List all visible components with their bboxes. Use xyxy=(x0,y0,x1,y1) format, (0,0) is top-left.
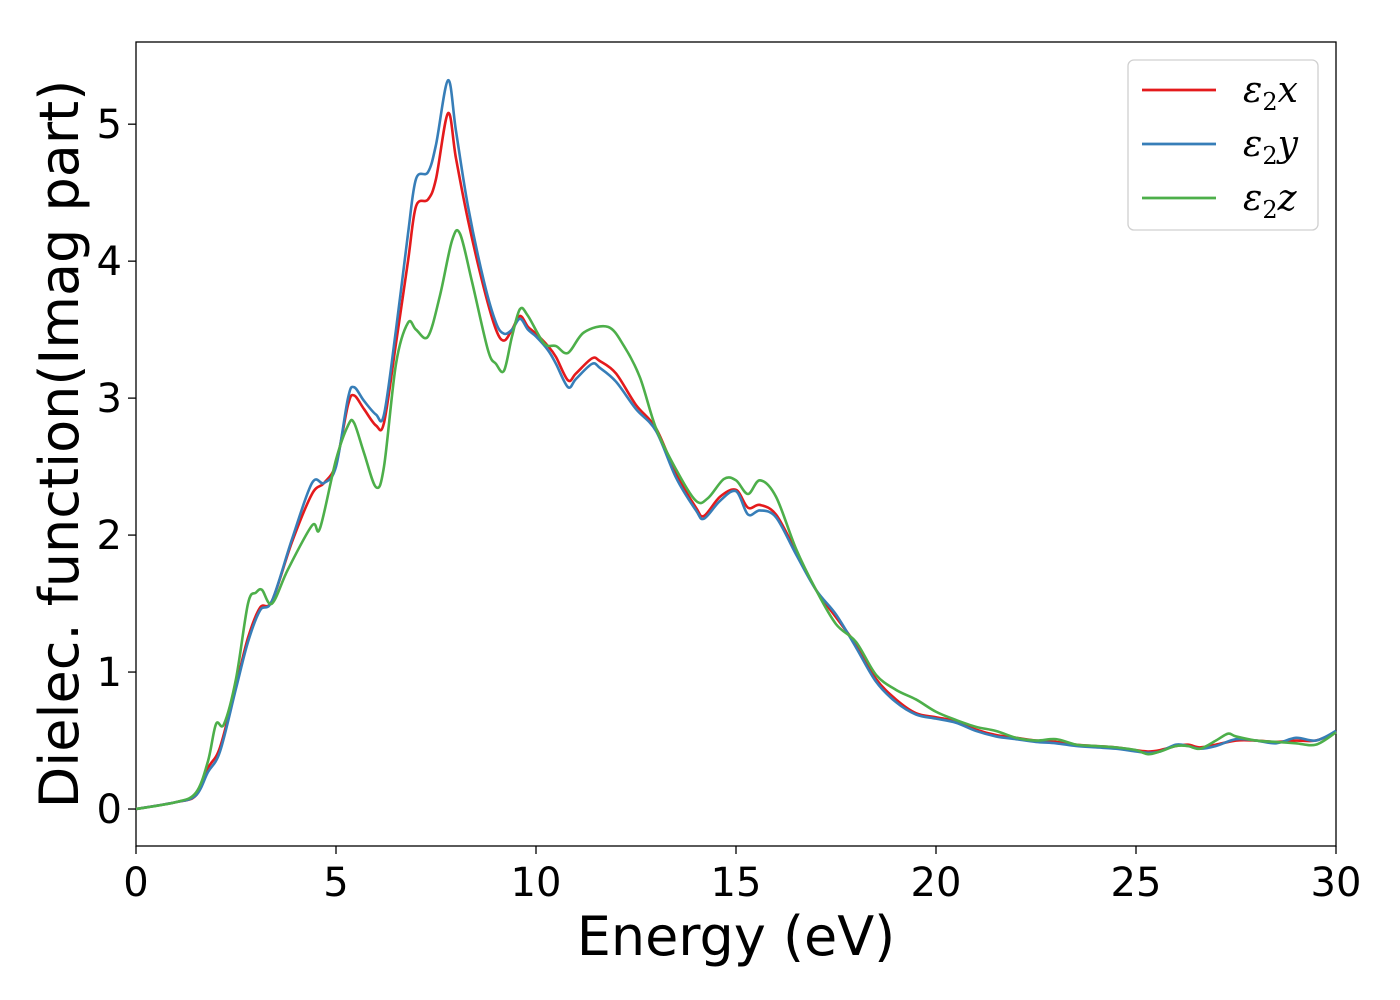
legend-box xyxy=(1127,59,1319,231)
x-tick-label: 25 xyxy=(1111,860,1162,906)
x-axis-label: Energy (eV) xyxy=(577,905,896,968)
legend: ε2x ε2y ε2z xyxy=(1127,59,1319,231)
y-tick-label: 4 xyxy=(97,239,122,285)
y-axis-ticks: 0 1 2 3 4 5 xyxy=(97,102,136,833)
x-tick-label: 15 xyxy=(711,860,762,906)
legend-label-y: ε2y xyxy=(1243,124,1299,170)
y-tick-label: 2 xyxy=(97,513,122,559)
y-tick-label: 0 xyxy=(97,787,122,833)
x-tick-label: 0 xyxy=(123,860,148,906)
y-tick-label: 1 xyxy=(97,650,122,696)
series-layer xyxy=(135,79,1337,811)
legend-label-x: ε2x xyxy=(1243,70,1298,116)
y-axis-label: Dielec. function(Imag part) xyxy=(28,80,91,809)
x-tick-label: 5 xyxy=(323,860,348,906)
x-tick-label: 20 xyxy=(911,860,962,906)
x-tick-label: 10 xyxy=(511,860,562,906)
y-tick-label: 3 xyxy=(97,376,122,422)
series-line-z xyxy=(135,228,1337,811)
series-line-y xyxy=(135,79,1337,811)
x-tick-label: 30 xyxy=(1311,860,1362,906)
x-axis-ticks: 0 5 10 15 20 25 30 xyxy=(123,846,1361,906)
legend-label-z: ε2z xyxy=(1243,178,1298,224)
y-tick-label: 5 xyxy=(97,102,122,148)
